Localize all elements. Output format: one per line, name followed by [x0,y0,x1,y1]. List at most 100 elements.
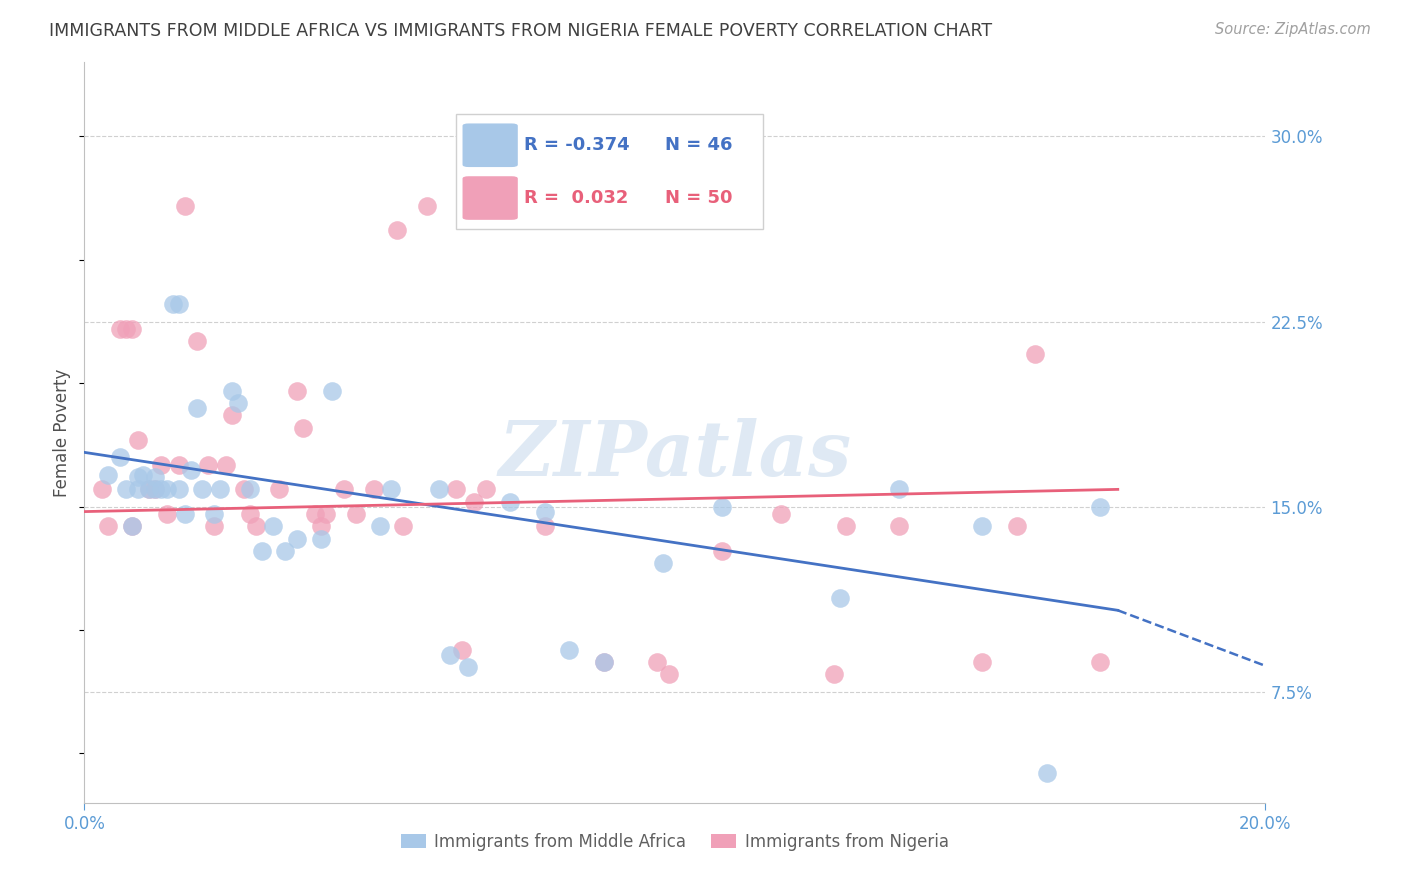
Point [114,483,136,497]
Point [97,519,120,533]
Point [1007,519,1029,533]
Text: ZIPatlas: ZIPatlas [498,417,852,491]
Point [274,544,297,558]
Point [127,483,149,497]
Point [114,322,136,336]
Text: Source: ZipAtlas.com: Source: ZipAtlas.com [1215,22,1371,37]
Point [416,198,439,212]
Point [304,507,326,521]
Point [475,483,498,497]
Point [150,483,173,497]
Point [202,507,225,521]
Point [91,483,114,497]
Point [209,483,232,497]
Point [557,642,579,657]
Point [173,198,195,212]
Point [97,467,120,482]
Point [380,483,402,497]
Point [652,557,675,571]
Point [121,519,143,533]
Point [451,642,474,657]
Point [830,591,852,605]
Point [970,519,993,533]
Point [593,655,616,669]
Point [121,322,143,336]
Point [143,483,166,497]
Point [333,483,356,497]
Point [534,519,557,533]
Point [167,297,190,311]
Point [143,483,166,497]
Point [108,450,131,465]
Point [321,384,343,398]
Point [446,483,468,497]
Point [498,494,520,508]
Point [138,483,160,497]
Point [250,544,273,558]
Point [387,223,409,237]
Point [439,648,461,662]
Point [156,483,179,497]
Point [315,507,337,521]
Point [221,409,243,423]
Point [215,458,238,472]
Point [197,458,219,472]
Point [770,507,793,521]
Point [392,519,415,533]
Point [427,483,450,497]
Point [309,519,332,533]
Point [239,483,262,497]
Point [232,483,254,497]
Point [143,470,166,484]
Point [645,655,668,669]
Point [269,483,291,497]
Y-axis label: Female Poverty: Female Poverty [53,368,72,497]
Point [344,507,367,521]
Point [180,462,202,476]
Point [285,384,308,398]
Point [285,532,308,546]
Point [1024,346,1046,360]
Point [711,544,734,558]
Point [167,483,190,497]
Point [138,483,160,497]
Point [186,334,208,349]
Point [823,667,845,681]
Point [1036,766,1059,780]
Point [658,667,681,681]
Point [132,467,155,482]
Point [239,507,262,521]
Point [534,505,557,519]
Point [835,519,858,533]
Point [226,396,249,410]
Point [221,384,243,398]
Point [162,297,184,311]
Point [711,500,734,514]
Point [150,458,173,472]
Point [167,458,190,472]
Point [156,507,179,521]
Text: IMMIGRANTS FROM MIDDLE AFRICA VS IMMIGRANTS FROM NIGERIA FEMALE POVERTY CORRELAT: IMMIGRANTS FROM MIDDLE AFRICA VS IMMIGRA… [49,22,993,40]
Point [121,519,143,533]
Point [363,483,385,497]
Point [593,655,616,669]
Point [291,420,314,434]
Point [127,470,149,484]
Point [970,655,993,669]
Point [262,519,284,533]
Point [245,519,267,533]
Point [1088,500,1111,514]
Point [368,519,391,533]
Point [173,507,195,521]
Point [889,519,911,533]
Point [1088,655,1111,669]
Point [463,494,485,508]
Legend: Immigrants from Middle Africa, Immigrants from Nigeria: Immigrants from Middle Africa, Immigrant… [394,826,956,857]
Point [108,322,131,336]
Point [202,519,225,533]
Point [889,483,911,497]
Point [186,401,208,415]
Point [127,433,149,447]
Point [309,532,332,546]
Point [191,483,214,497]
